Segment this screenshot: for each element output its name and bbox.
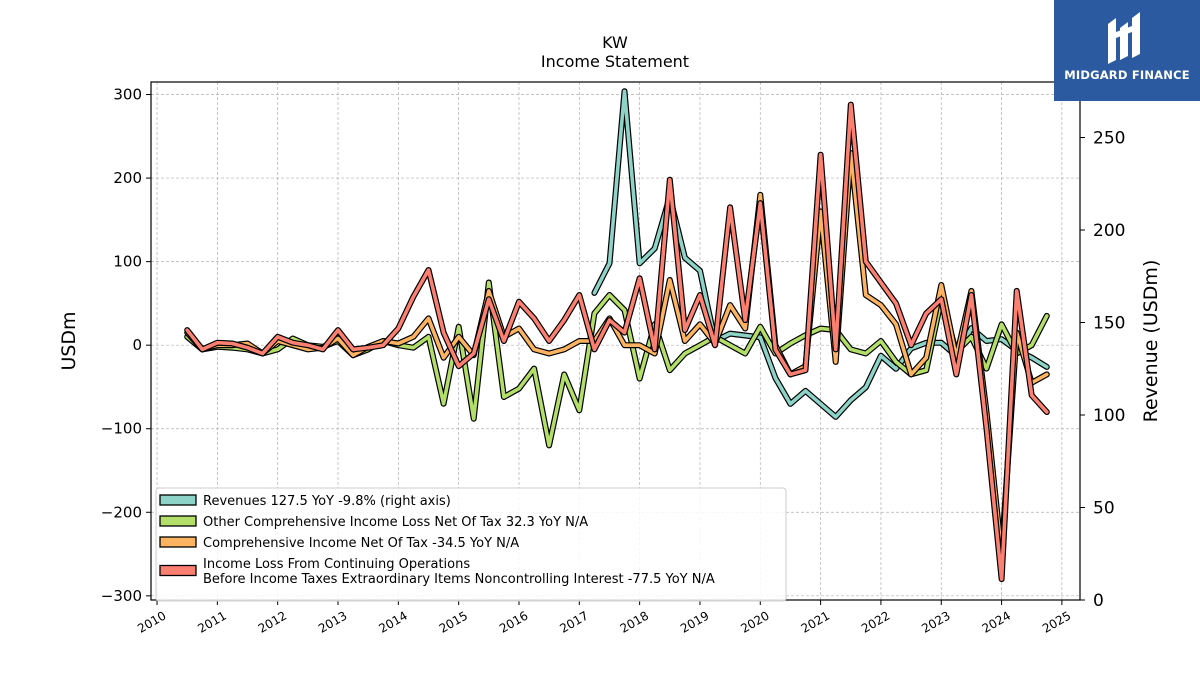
chart-subtitle: Income Statement	[541, 52, 689, 71]
y-right-tick-label: 100	[1093, 406, 1125, 426]
series-line-4	[184, 101, 1050, 583]
y-axis-label-right: Revenue (USDm)	[1140, 260, 1162, 423]
legend-box	[155, 487, 787, 602]
legend-item-1: Revenues 127.5 YoY -9.8% (right axis)	[159, 494, 451, 509]
legend-item-4: Income Loss From Continuing OperationsBe…	[159, 557, 715, 587]
legend-label: Revenues 127.5 YoY -9.8% (right axis)	[203, 494, 451, 509]
x-tick-label: 2023	[919, 608, 952, 635]
y-right-tick-label: 200	[1093, 221, 1125, 241]
midgard-finance-logo: MIDGARD FINANCE	[1054, 0, 1200, 101]
legend: Revenues 127.5 YoY -9.8% (right axis) Oth…	[155, 487, 787, 602]
y-tick-label: −100	[101, 420, 142, 438]
logo-text: MIDGARD FINANCE	[1064, 68, 1190, 82]
x-tick-label: 2015	[437, 608, 470, 635]
legend-label: Income Loss From Continuing Operations	[203, 557, 470, 572]
x-tick-label: 2021	[799, 608, 832, 635]
y-tick-label: 300	[113, 86, 142, 104]
x-tick-label: 2013	[316, 608, 349, 635]
y-tick-label: −300	[101, 587, 142, 605]
x-tick-label: 2020	[738, 608, 771, 635]
legend-swatch	[159, 515, 197, 527]
legend-item-2: Other Comprehensive Income Loss Net Of T…	[159, 515, 588, 530]
x-tick-label: 2025	[1040, 608, 1073, 635]
y-right-tick-label: 0	[1093, 591, 1104, 611]
x-tick-label: 2010	[135, 608, 168, 635]
x-tick-label: 2011	[195, 608, 228, 635]
x-tick-label: 2016	[497, 608, 530, 635]
y-tick-label: 100	[113, 253, 142, 271]
y-tick-label: −200	[101, 503, 142, 521]
legend-label: Comprehensive Income Net Of Tax -34.5 Yo…	[203, 536, 519, 551]
legend-swatch	[159, 564, 197, 577]
y-right-tick-label: 150	[1093, 314, 1125, 334]
y-right-tick-label: 250	[1093, 129, 1125, 149]
chart-title: KW	[602, 33, 628, 52]
legend-swatch	[159, 536, 197, 548]
y-right-tick-label: 50	[1093, 499, 1115, 519]
x-tick-label: 2018	[618, 608, 651, 635]
legend-label: Other Comprehensive Income Loss Net Of T…	[203, 515, 588, 530]
midgard-logo-icon	[1108, 12, 1140, 64]
series-stroke	[185, 102, 1049, 581]
x-tick-label: 2012	[256, 608, 289, 635]
legend-item-3: Comprehensive Income Net Of Tax -34.5 Yo…	[159, 536, 519, 551]
series-layer	[184, 88, 1050, 583]
y-axis-label: USDm	[58, 311, 80, 370]
legend-swatch	[159, 494, 197, 506]
x-tick-label: 2022	[859, 608, 892, 635]
y-tick-label: 0	[132, 336, 142, 354]
x-tick-label: 2014	[376, 608, 409, 635]
y-tick-label: 200	[113, 169, 142, 187]
x-tick-label: 2019	[678, 608, 711, 635]
x-tick-label: 2024	[980, 608, 1013, 635]
x-tick-label: 2017	[557, 608, 590, 635]
legend-label: Before Income Taxes Extraordinary Items …	[203, 572, 715, 587]
